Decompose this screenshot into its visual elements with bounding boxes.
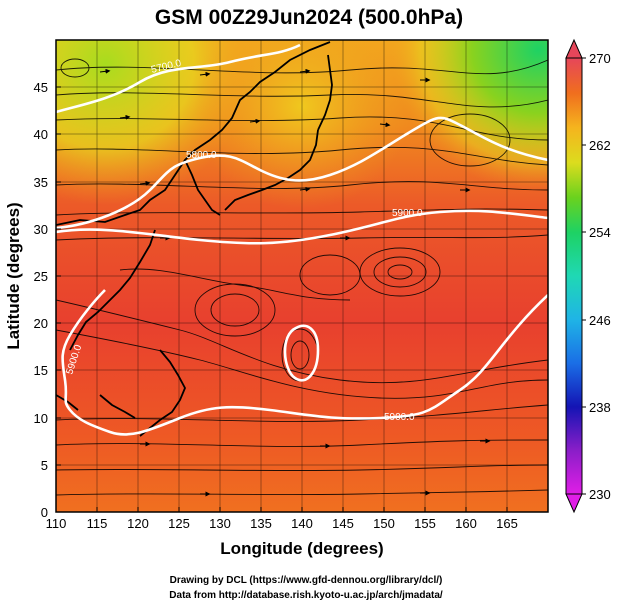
colorbar-tick-label: 230 (589, 487, 611, 502)
x-tick-label: 130 (209, 516, 231, 531)
x-tick-label: 155 (414, 516, 436, 531)
x-tick-label: 120 (127, 516, 149, 531)
x-tick-label: 140 (291, 516, 313, 531)
contour-5900-north (56, 209, 548, 245)
colorbar: 230 238 246 254 262 270 (565, 38, 611, 514)
credit-drawing: Drawing by DCL (https://www.gfd-dennou.o… (170, 575, 443, 586)
contour-5900-south (61, 289, 548, 436)
x-tick-label: 115 (87, 516, 108, 531)
y-tick-label: 15 (34, 363, 48, 378)
x-tick-label: 160 (455, 516, 477, 531)
contour-label-5800: 5800.0 (186, 150, 217, 161)
map-title: GSM 00Z29Jun2024 (500.0hPa) (155, 6, 463, 29)
contour-label-5900-north: 5900.0 (392, 208, 423, 219)
x-tick-label: 150 (373, 516, 395, 531)
colorbar-scale (565, 57, 583, 495)
colorbar-top-triangle (565, 38, 583, 59)
x-tick-labels: 110 115 120 125 130 135 140 145 150 155 … (46, 516, 518, 531)
x-tick-label: 165 (496, 516, 518, 531)
y-tick-label: 35 (34, 175, 48, 190)
y-tick-labels: 0 5 10 15 20 25 30 35 40 45 (34, 80, 48, 520)
x-tick-label: 145 (332, 516, 354, 531)
credit-data-source: Data from http://database.rish.kyoto-u.a… (169, 590, 443, 601)
y-tick-label: 40 (34, 127, 48, 142)
y-axis (56, 86, 61, 513)
y-tick-label: 10 (34, 411, 48, 426)
y-tick-label: 45 (34, 80, 48, 95)
y-tick-label: 5 (41, 458, 48, 473)
coastlines (56, 41, 333, 437)
y-tick-label: 0 (41, 505, 48, 520)
x-tick-label: 110 (46, 516, 67, 531)
graticule (56, 40, 548, 512)
contour-label-5900-south: 5900.0 (384, 412, 415, 423)
x-tick-label: 135 (250, 516, 272, 531)
colorbar-tick-label: 270 (589, 51, 611, 66)
x-axis-label: Longitude (degrees) (220, 539, 383, 558)
y-axis-label: Latitude (degrees) (4, 202, 23, 349)
x-axis (55, 507, 508, 512)
contour-5900-ring (283, 324, 320, 382)
height-contours (56, 43, 548, 436)
colorbar-tick-label: 262 (589, 138, 611, 153)
colorbar-tick-label: 246 (589, 313, 611, 328)
contour-5800 (56, 116, 548, 230)
colorbar-bottom-triangle (565, 493, 583, 514)
x-tick-label: 125 (168, 516, 190, 531)
colorbar-tick-label: 254 (589, 225, 611, 240)
y-tick-label: 20 (34, 316, 48, 331)
colorbar-tick-label: 238 (589, 400, 611, 415)
contour-5700 (56, 43, 301, 114)
plot-area: 5700.0 5800.0 5900.0 5900.0 5900.0 (56, 40, 548, 512)
y-tick-label: 25 (34, 269, 48, 284)
y-tick-label: 30 (34, 222, 48, 237)
